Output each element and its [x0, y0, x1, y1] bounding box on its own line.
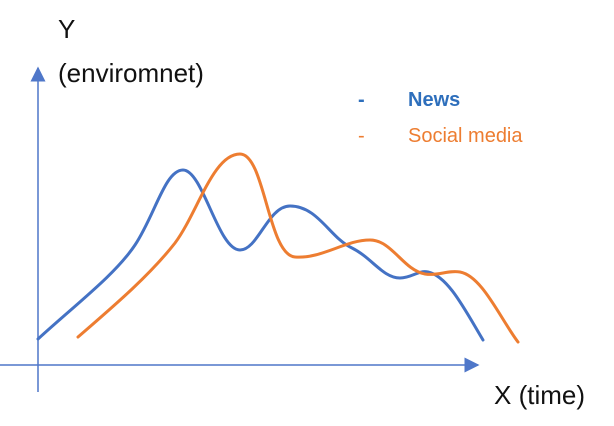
legend-label-news: News: [408, 88, 461, 111]
legend: - News - Social media: [358, 82, 523, 154]
legend-label-social-media: Social media: [408, 124, 523, 147]
legend-item-social-media: - Social media: [358, 118, 523, 154]
y-axis-sublabel: (enviromnet): [58, 58, 204, 88]
legend-marker-social-media: -: [358, 124, 365, 147]
legend-item-news: - News: [358, 82, 523, 118]
y-axis-label: Y: [58, 14, 76, 44]
social-media-curve: [76, 152, 520, 344]
x-axis-label: X (time): [494, 380, 585, 410]
legend-marker-news: -: [358, 88, 365, 111]
